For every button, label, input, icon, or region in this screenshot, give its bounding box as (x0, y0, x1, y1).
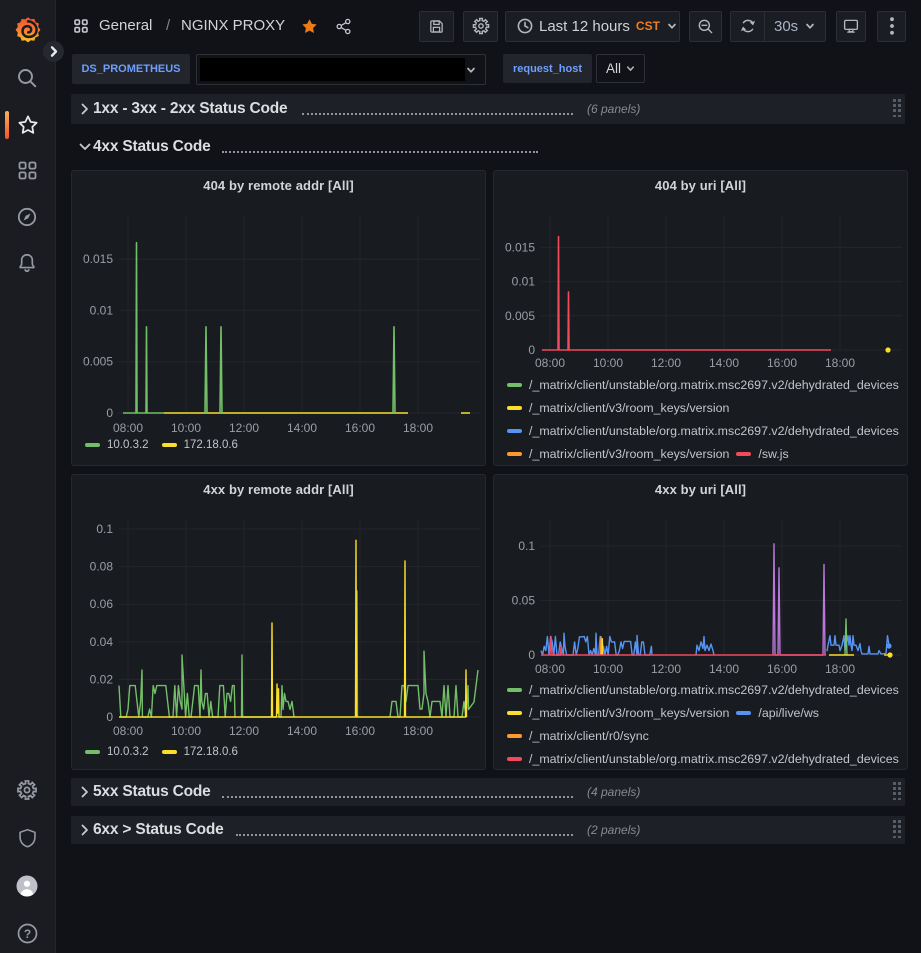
svg-text:16:00: 16:00 (767, 662, 797, 676)
svg-text:0.01: 0.01 (512, 275, 536, 289)
svg-text:0.08: 0.08 (90, 560, 114, 574)
svg-text:0.015: 0.015 (505, 240, 535, 254)
svg-text:12:00: 12:00 (229, 724, 259, 738)
svg-text:10:00: 10:00 (171, 421, 201, 435)
svg-text:16:00: 16:00 (345, 421, 375, 435)
svg-text:0.1: 0.1 (518, 539, 535, 553)
svg-text:0.015: 0.015 (83, 252, 113, 266)
svg-text:18:00: 18:00 (403, 724, 433, 738)
svg-text:0.04: 0.04 (90, 635, 114, 649)
svg-text:0.05: 0.05 (512, 594, 536, 608)
svg-text:?: ? (24, 927, 31, 941)
svg-text:0.06: 0.06 (90, 597, 114, 611)
svg-text:10:00: 10:00 (171, 724, 201, 738)
svg-text:0.02: 0.02 (90, 672, 114, 686)
svg-text:12:00: 12:00 (229, 421, 259, 435)
svg-text:18:00: 18:00 (403, 421, 433, 435)
svg-text:0: 0 (528, 648, 535, 662)
svg-text:18:00: 18:00 (825, 662, 855, 676)
svg-text:16:00: 16:00 (767, 356, 797, 370)
svg-text:08:00: 08:00 (535, 356, 565, 370)
svg-text:0.1: 0.1 (96, 522, 113, 536)
svg-text:0: 0 (106, 710, 113, 724)
svg-text:14:00: 14:00 (287, 421, 317, 435)
svg-text:10:00: 10:00 (593, 662, 623, 676)
svg-text:08:00: 08:00 (113, 724, 143, 738)
svg-text:0.01: 0.01 (90, 303, 114, 317)
svg-text:0.005: 0.005 (505, 309, 535, 323)
svg-text:12:00: 12:00 (651, 662, 681, 676)
svg-text:10:00: 10:00 (593, 356, 623, 370)
svg-text:08:00: 08:00 (535, 662, 565, 676)
svg-text:08:00: 08:00 (113, 421, 143, 435)
svg-text:12:00: 12:00 (651, 356, 681, 370)
svg-text:0: 0 (528, 343, 535, 357)
svg-text:14:00: 14:00 (709, 356, 739, 370)
svg-text:18:00: 18:00 (825, 356, 855, 370)
svg-text:14:00: 14:00 (709, 662, 739, 676)
svg-text:16:00: 16:00 (345, 724, 375, 738)
svg-text:0.005: 0.005 (83, 355, 113, 369)
svg-text:14:00: 14:00 (287, 724, 317, 738)
svg-text:0: 0 (106, 406, 113, 420)
